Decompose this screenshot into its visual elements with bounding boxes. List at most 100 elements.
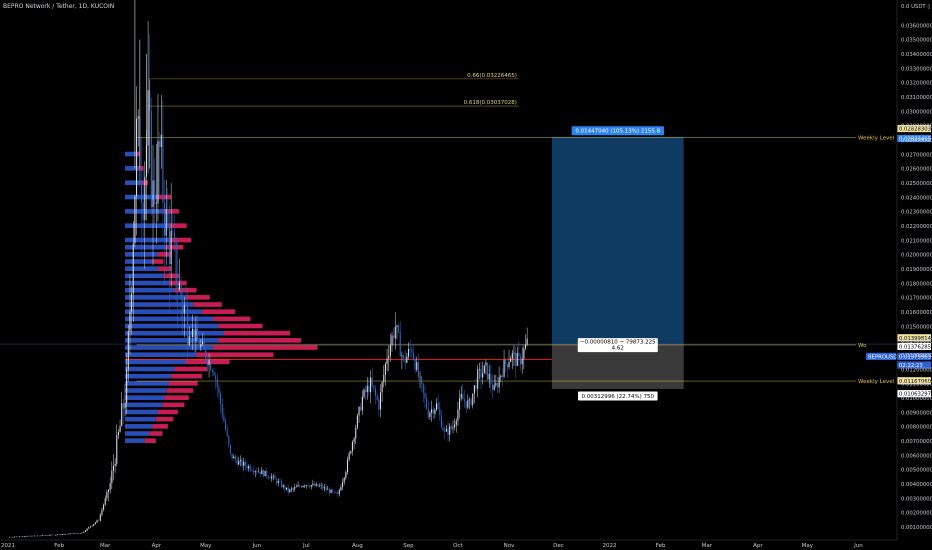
candle-body xyxy=(223,415,225,422)
candle-body xyxy=(259,471,261,475)
time-tick-label: Nov xyxy=(504,543,515,549)
candle-body xyxy=(297,485,299,487)
candle-body xyxy=(460,394,462,399)
candle-body xyxy=(195,328,197,342)
price-tick-label: 0.01800000 xyxy=(901,281,932,287)
vp-sell-bar xyxy=(166,388,194,393)
time-tick-label: 2022 xyxy=(603,543,617,549)
candle-body xyxy=(192,328,194,338)
candle-body xyxy=(295,486,297,488)
price-tag-box xyxy=(897,377,931,385)
candle-body xyxy=(229,444,232,454)
candle-body xyxy=(210,360,212,371)
price-tag-label: 0.01375963 xyxy=(899,354,931,360)
candle-body xyxy=(164,202,166,236)
vp-buy-bar xyxy=(125,416,156,422)
fib-label: 0.66(0.03226465) xyxy=(467,73,517,79)
price-tick-label: 0.02600000 xyxy=(901,167,932,173)
candle-body xyxy=(142,202,144,221)
candle-body xyxy=(177,287,179,290)
price-tick-label: 0.00200000 xyxy=(901,511,932,517)
price-axis-unit: 0.0 USDT ▯ xyxy=(901,4,930,10)
candle-body xyxy=(343,477,345,482)
candle-body xyxy=(376,395,378,400)
weekly-level-label: Weekly Level xyxy=(858,379,895,385)
vp-sell-bar xyxy=(149,431,163,436)
candle-body xyxy=(244,461,246,466)
time-axis[interactable]: 2021 Feb Mar Apr May Jun Jul Aug Sep Oct Nov Dec 202… xyxy=(0,539,897,549)
price-tick-label: 0.01700000 xyxy=(901,296,932,302)
candle-body xyxy=(241,459,243,466)
price-tag-box xyxy=(866,352,896,361)
candle-body xyxy=(488,373,490,380)
candle-body xyxy=(365,389,367,393)
candle-body xyxy=(483,365,485,374)
candle-body xyxy=(515,352,517,366)
candle-body xyxy=(56,534,58,536)
candle-body xyxy=(459,398,461,410)
candle-body xyxy=(281,481,283,488)
price-axis[interactable]: 0.0 USDT ▯ 0.03600000 0.03500000 0.03400000… xyxy=(896,0,932,540)
price-tick-label: 0.01900000 xyxy=(901,267,932,273)
time-tick-label: Jun xyxy=(853,543,863,549)
candle-body xyxy=(318,485,321,487)
vp-sell-bar xyxy=(169,223,187,228)
candle-body xyxy=(506,364,508,368)
price-tick-label: 0.02200000 xyxy=(901,224,932,230)
candle-body xyxy=(83,531,85,533)
price-tick-label: 0.01000000 xyxy=(901,396,932,402)
candle-body xyxy=(416,362,418,370)
candle-body xyxy=(239,459,241,462)
candle-body xyxy=(272,475,274,477)
candle-body xyxy=(147,90,149,146)
vp-buy-bar xyxy=(125,223,170,228)
candle-body xyxy=(28,535,30,537)
candle-body xyxy=(119,425,121,433)
candle-body xyxy=(91,525,93,527)
candle-body xyxy=(285,487,288,490)
candle-body xyxy=(98,520,100,521)
candles xyxy=(9,0,528,538)
price-tag-box xyxy=(897,361,931,369)
candle-body xyxy=(107,489,110,493)
candle-body xyxy=(424,392,426,399)
candle-body xyxy=(183,305,185,314)
weekly-level-label: Wo xyxy=(858,343,867,349)
candle-body xyxy=(355,428,357,439)
price-tick-label: 0.03400000 xyxy=(901,52,932,58)
vp-sell-bar xyxy=(174,366,208,372)
candle-body xyxy=(358,406,360,416)
candle-body xyxy=(462,394,464,400)
candle-body xyxy=(233,456,235,459)
candle-body xyxy=(454,424,456,428)
candle-body xyxy=(315,483,317,486)
candle-body xyxy=(323,487,325,489)
candle-body xyxy=(449,426,451,435)
vp-buy-bar xyxy=(125,431,150,436)
candle-body xyxy=(439,409,441,416)
candle-body xyxy=(447,428,449,435)
candle-body xyxy=(521,358,523,365)
candle-body xyxy=(480,368,482,378)
vp-sell-bar xyxy=(213,345,318,350)
candle-body xyxy=(381,382,383,393)
vp-buy-bar xyxy=(125,338,219,343)
candle-body xyxy=(175,239,177,288)
candle-body xyxy=(300,486,302,488)
candle-body xyxy=(289,489,291,492)
target-label-box xyxy=(571,126,664,136)
candle-body xyxy=(94,522,96,524)
candle-body xyxy=(121,403,123,426)
candle-body xyxy=(124,403,126,409)
time-tick-label: Apr xyxy=(152,543,162,549)
candle-body xyxy=(218,387,220,393)
candle-body xyxy=(238,461,240,465)
candle-body xyxy=(48,535,50,536)
candle-body xyxy=(445,428,447,432)
candle-body xyxy=(167,209,169,226)
price-tick-label: 0.02900000 xyxy=(901,124,932,130)
candle-body xyxy=(435,403,438,410)
candle-body xyxy=(55,534,57,536)
vp-sell-bar xyxy=(138,166,144,171)
